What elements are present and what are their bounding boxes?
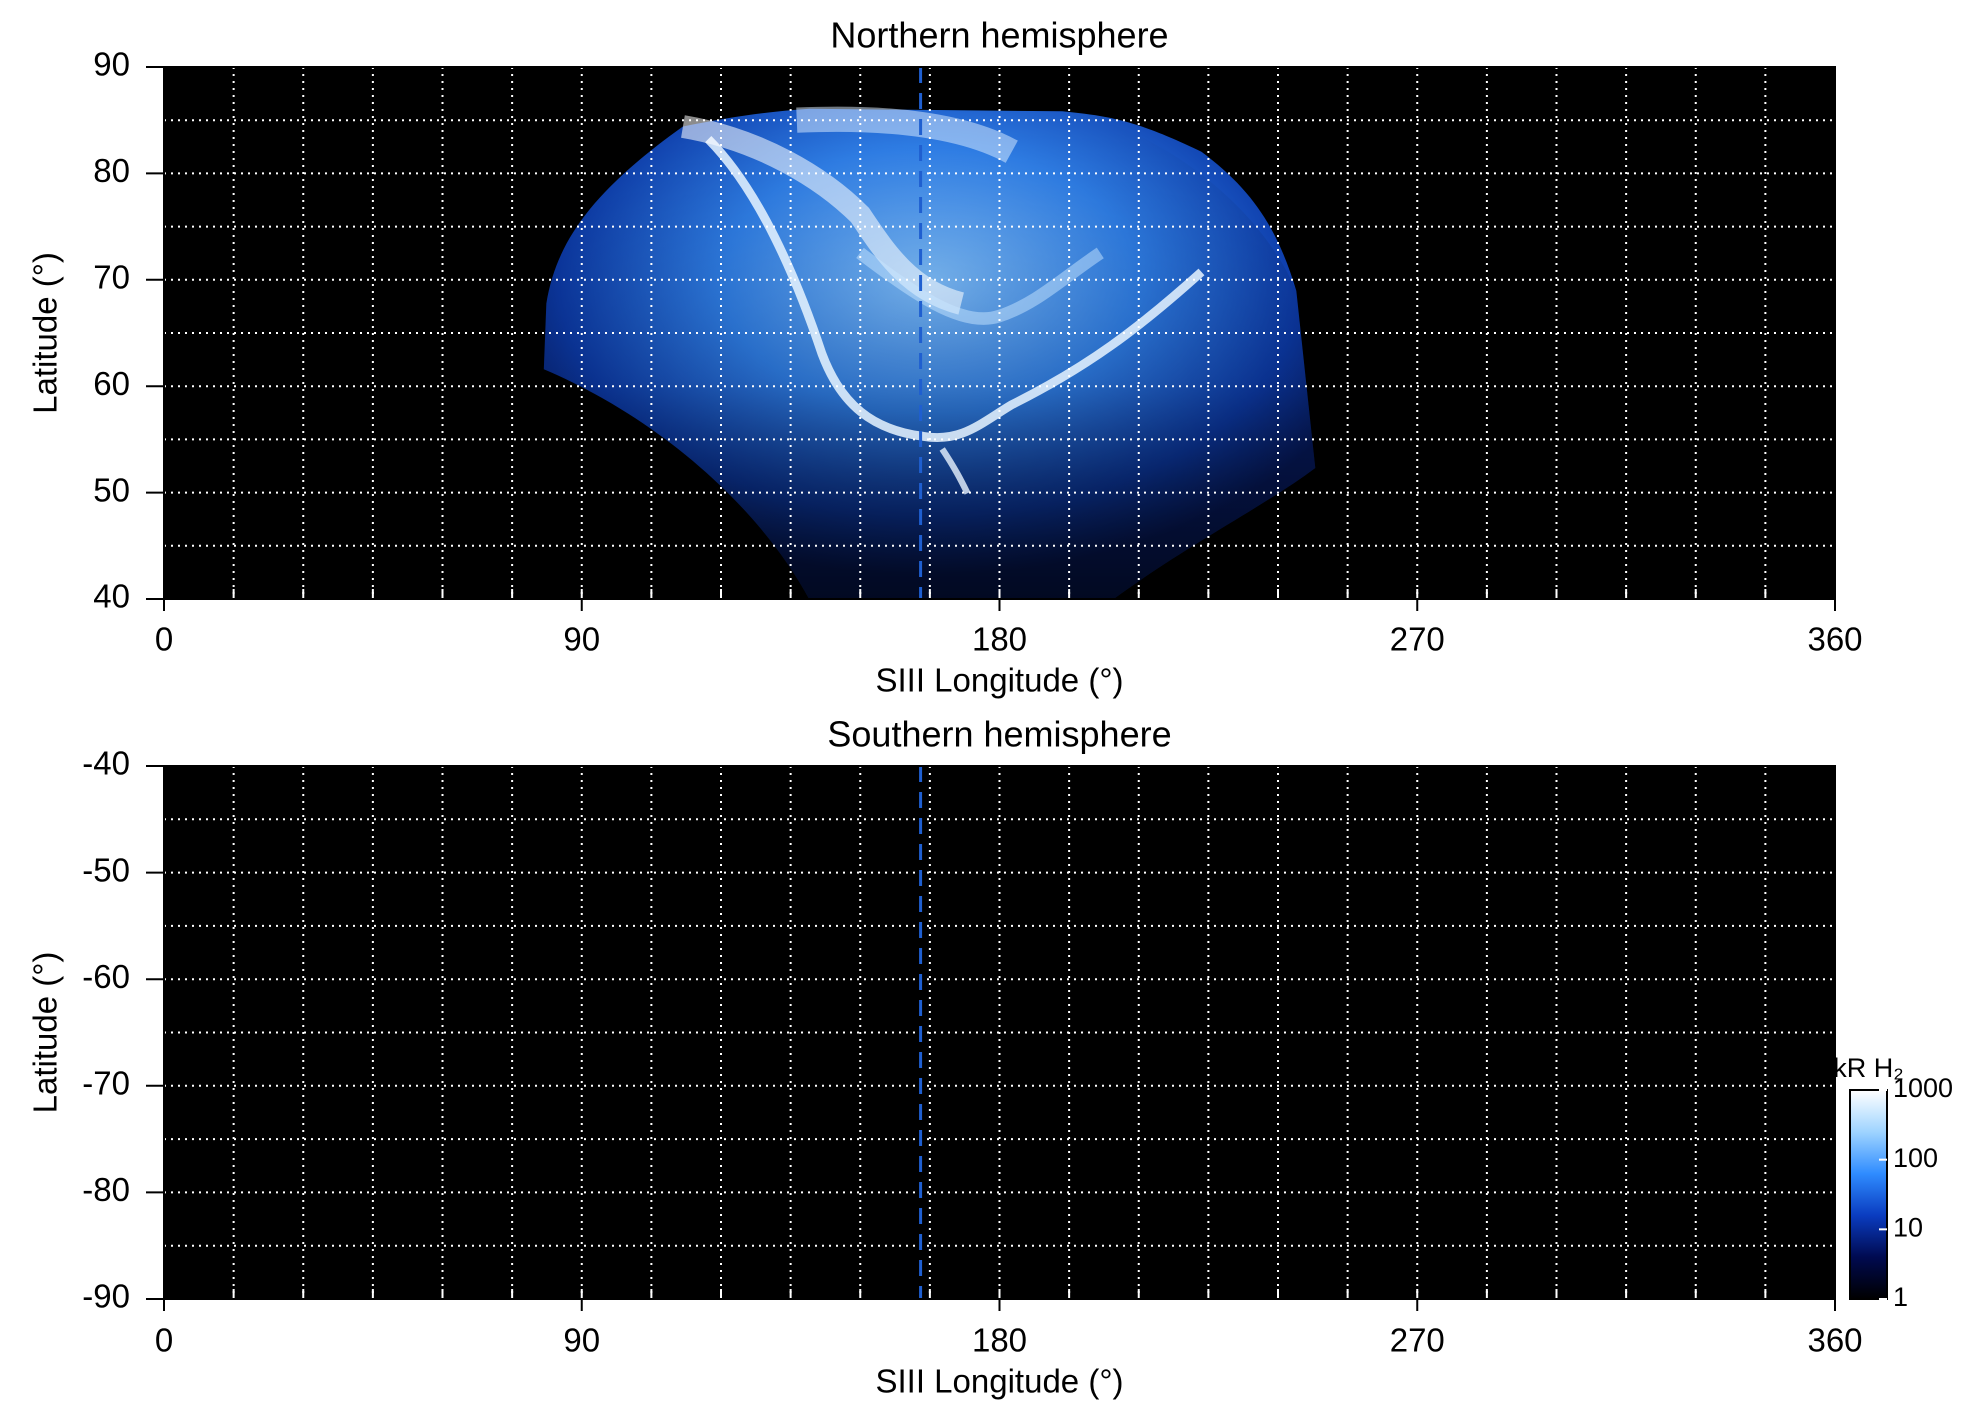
chart-title: Northern hemisphere <box>830 15 1168 56</box>
colorbar-tick-label: 1000 <box>1893 1073 1953 1103</box>
x-axis-label: SIII Longitude (°) <box>876 662 1124 699</box>
y-axis-label: Latitude (°) <box>27 252 64 414</box>
aurora-image <box>543 106 1316 599</box>
y-tick-label: 90 <box>93 46 130 83</box>
x-tick-label: 90 <box>563 621 600 658</box>
y-tick-label: -70 <box>82 1065 130 1102</box>
plot-frame <box>163 765 1836 1300</box>
colorbar <box>1849 1089 1888 1300</box>
colorbar-label: kR H₂ <box>1833 1053 1903 1083</box>
x-tick-label: 90 <box>563 1322 600 1359</box>
x-tick-label: 270 <box>1390 621 1445 658</box>
x-tick-label: 360 <box>1807 621 1862 658</box>
x-tick-label: 270 <box>1390 1322 1445 1359</box>
y-tick-label: -50 <box>82 851 130 888</box>
x-axis-label: SIII Longitude (°) <box>876 1363 1124 1400</box>
y-tick-label: -40 <box>82 745 130 782</box>
x-tick-label: 180 <box>972 621 1027 658</box>
x-tick-label: 0 <box>155 1322 173 1359</box>
colorbar-tick-label: 1 <box>1893 1282 1908 1312</box>
y-tick-label: 40 <box>93 578 130 615</box>
y-tick-label: 80 <box>93 152 130 189</box>
x-tick-label: 0 <box>155 621 173 658</box>
y-tick-label: -80 <box>82 1171 130 1208</box>
chart-title: Southern hemisphere <box>827 714 1171 755</box>
x-tick-label: 180 <box>972 1322 1027 1359</box>
colorbar-tick-label: 100 <box>1893 1143 1938 1173</box>
colorbar-tick-label: 10 <box>1893 1212 1923 1242</box>
y-tick-label: -60 <box>82 958 130 995</box>
y-axis-label: Latitude (°) <box>27 952 64 1114</box>
x-tick-label: 360 <box>1807 1322 1862 1359</box>
y-tick-label: -90 <box>82 1278 130 1315</box>
plot-frame <box>163 66 1836 600</box>
y-tick-label: 60 <box>93 365 130 402</box>
y-tick-label: 50 <box>93 471 130 508</box>
y-tick-label: 70 <box>93 259 130 296</box>
